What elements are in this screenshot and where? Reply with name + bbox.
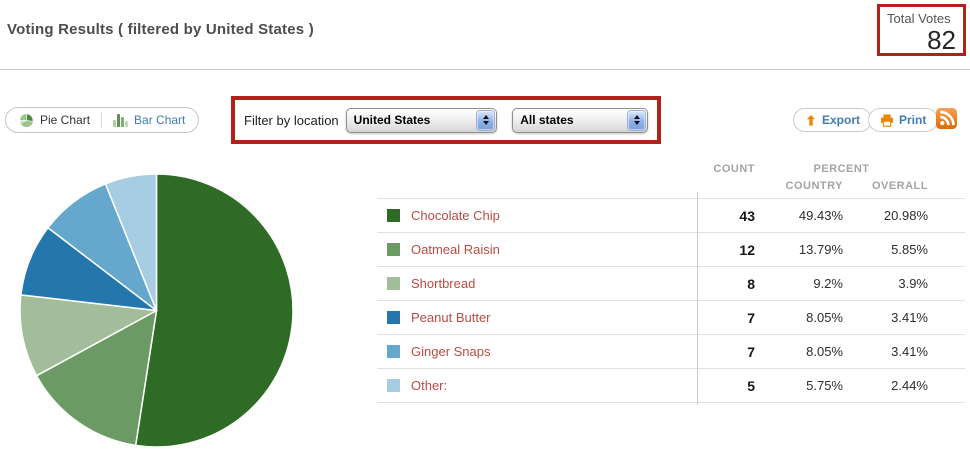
rss-button[interactable] — [936, 108, 957, 129]
row-percent-overall: 2.44% — [891, 378, 928, 393]
row-count: 7 — [747, 309, 755, 326]
column-header-percent: PERCENT — [813, 162, 870, 175]
row-count: 12 — [739, 241, 755, 258]
page-title: Voting Results ( filtered by United Stat… — [7, 21, 314, 38]
row-label-link[interactable]: Oatmeal Raisin — [411, 242, 500, 257]
filter-highlight-box: Filter by location United States All sta… — [231, 96, 661, 144]
export-arrow-icon — [806, 114, 816, 126]
printer-icon — [881, 114, 893, 127]
row-percent-country: 13.79% — [798, 242, 843, 257]
row-percent-overall: 3.41% — [891, 344, 928, 359]
row-label-link[interactable]: Chocolate Chip — [411, 208, 500, 223]
results-table: COUNT PERCENT COUNTRY OVERALL Chocolate … — [377, 155, 965, 405]
toggle-divider — [101, 112, 103, 128]
bar-chart-icon — [113, 113, 129, 127]
row-percent-overall: 3.9% — [898, 276, 928, 291]
legend-swatch — [387, 209, 400, 222]
row-percent-country: 5.75% — [806, 378, 843, 393]
print-button-label: Print — [899, 113, 927, 127]
row-label-link[interactable]: Other: — [411, 378, 448, 393]
row-percent-country: 8.05% — [806, 344, 843, 359]
country-select[interactable]: United States — [345, 107, 498, 133]
country-select-value: United States — [353, 113, 431, 127]
table-row: Ginger Snaps 7 8.05% 3.41% — [377, 335, 965, 369]
export-button-label: Export — [822, 113, 861, 127]
pie-chart-icon — [19, 113, 34, 127]
row-count: 7 — [747, 343, 755, 360]
pie-chart-button[interactable]: Pie Chart — [19, 113, 90, 128]
state-select-value: All states — [520, 113, 574, 127]
column-header-country: COUNTRY — [785, 179, 843, 192]
table-row: Chocolate Chip 43 49.43% 20.98% — [377, 199, 965, 233]
row-count: 43 — [739, 207, 755, 224]
pie-slice-5 — [104, 173, 158, 312]
table-row: Shortbread 8 9.2% 3.9% — [377, 267, 965, 301]
table-header: COUNT PERCENT COUNTRY OVERALL — [377, 155, 965, 198]
column-header-overall: OVERALL — [871, 179, 928, 192]
row-percent-overall: 3.41% — [891, 310, 928, 325]
pie-slice-1 — [35, 309, 158, 447]
chart-type-toggle: Pie Chart Bar Chart — [5, 107, 200, 133]
pie-chart-label: Pie Chart — [40, 113, 91, 127]
bar-chart-button[interactable]: Bar Chart — [113, 113, 185, 127]
row-count: 5 — [747, 377, 755, 394]
legend-swatch — [387, 345, 400, 358]
pie-chart — [19, 173, 294, 448]
column-header-count: COUNT — [713, 162, 755, 175]
row-percent-overall: 5.85% — [891, 242, 928, 257]
filter-by-location-label: Filter by location — [244, 112, 339, 128]
total-votes-box: Total Votes 82 — [877, 4, 966, 56]
row-percent-overall: 20.98% — [883, 208, 928, 223]
legend-swatch — [387, 243, 400, 256]
bar-chart-label: Bar Chart — [134, 113, 186, 127]
print-button[interactable]: Print — [868, 108, 939, 132]
row-label-link[interactable]: Ginger Snaps — [411, 344, 491, 359]
legend-swatch — [387, 379, 400, 392]
pie-slice-0 — [134, 173, 294, 448]
row-label-link[interactable]: Peanut Butter — [411, 310, 491, 325]
legend-swatch — [387, 277, 400, 290]
table-row: Oatmeal Raisin 12 13.79% 5.85% — [377, 233, 965, 267]
total-votes-value: 82 — [927, 25, 956, 55]
table-column-divider — [697, 192, 698, 405]
row-percent-country: 8.05% — [806, 310, 843, 325]
table-body: Chocolate Chip 43 49.43% 20.98% Oatmeal … — [377, 198, 965, 403]
table-row: Other: 5 5.75% 2.44% — [377, 369, 965, 403]
legend-swatch — [387, 311, 400, 324]
table-row: Peanut Butter 7 8.05% 3.41% — [377, 301, 965, 335]
select-stepper-icon — [477, 110, 495, 130]
state-select[interactable]: All states — [512, 107, 648, 133]
row-label-link[interactable]: Shortbread — [411, 276, 476, 291]
row-percent-country: 49.43% — [798, 208, 843, 223]
row-count: 8 — [747, 275, 755, 292]
select-stepper-icon — [628, 110, 645, 130]
row-percent-country: 9.2% — [813, 276, 843, 291]
rss-icon — [936, 108, 957, 129]
pie-slice-2 — [19, 294, 158, 377]
export-button[interactable]: Export — [793, 108, 873, 132]
total-votes-label: Total Votes — [887, 11, 951, 26]
header-divider — [0, 69, 970, 70]
